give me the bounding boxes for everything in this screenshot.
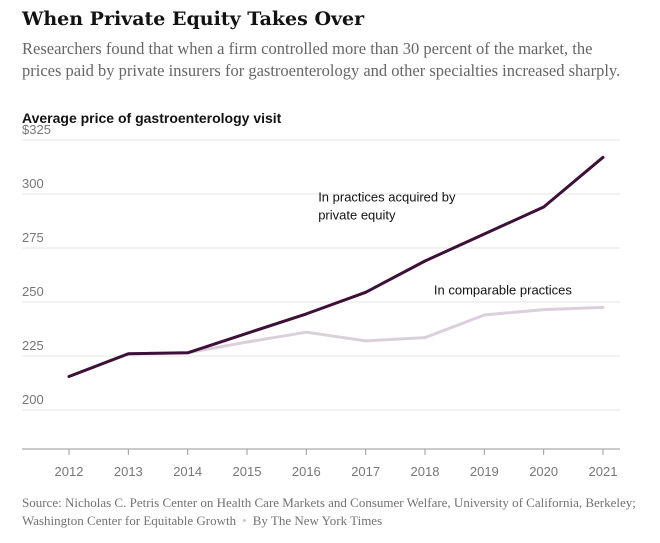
x-axis: 2012 2013 2014 2015 2016 2017 2018 2019 2020 2021 [22,448,620,479]
x-tick-label: 2015 [233,464,262,479]
source-text: Source: Nicholas C. Petris Center on Hea… [22,495,636,528]
x-tick-label: 2020 [529,464,558,479]
line-chart: $325 300 275 250 225 200 2012 2013 2014 2015 2016… [22,122,620,479]
y-tick-label: $325 [22,122,51,137]
separator-dot: • [242,513,247,528]
x-tick-label: 2013 [114,464,143,479]
series-label-private-equity: In practices acquired by [318,190,456,205]
series-lines [67,155,605,378]
y-tick-label: 250 [22,284,44,299]
y-tick-label: 300 [22,176,44,191]
y-axis-title: Average price of gastroenterology visit [22,110,282,126]
x-tick-label: 2014 [173,464,202,479]
x-tick-label: 2012 [55,464,84,479]
source-note: Source: Nicholas C. Petris Center on Hea… [22,494,642,530]
x-tick-label: 2016 [292,464,321,479]
y-tick-label: 275 [22,230,44,245]
series-label-comparable: In comparable practices [434,282,573,297]
x-tick-label: 2017 [351,464,380,479]
x-tick-label: 2019 [470,464,499,479]
y-tick-label: 225 [22,338,44,353]
chart-subtitle: Researchers found that when a firm contr… [22,39,621,80]
x-tick-label: 2018 [411,464,440,479]
chart-title: When Private Equity Takes Over [22,8,365,30]
series-labels: In practices acquired by private equity In… [318,190,572,298]
series-line-comparable [67,305,605,378]
series-label-private-equity: private equity [318,208,396,223]
y-tick-labels: $325 300 275 250 225 200 [22,122,51,407]
byline: By The New York Times [252,513,383,528]
series-line-private-equity [67,155,605,378]
gridlines [22,139,620,411]
y-tick-label: 200 [22,392,44,407]
x-tick-label: 2021 [589,464,618,479]
